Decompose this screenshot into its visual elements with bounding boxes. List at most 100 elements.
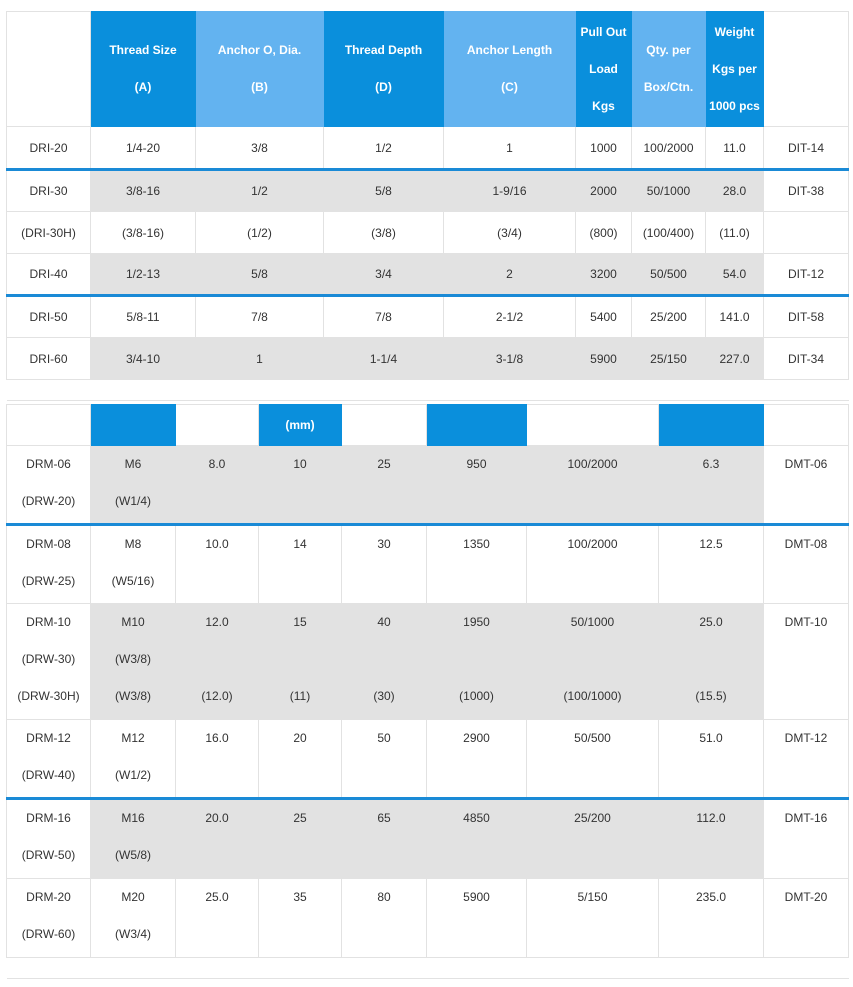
table-row: DRI-30 3/8-16 1/2 5/8 1-9/16 2000 50/1000 28.0 D… xyxy=(6,168,849,212)
column-header: Thread Depth (D) xyxy=(323,11,444,127)
cell-line: DRM-16 xyxy=(26,811,71,825)
table-cell: 3/8 xyxy=(195,126,324,170)
column-header xyxy=(526,404,659,446)
table-cell: 25/200 xyxy=(526,797,659,879)
table-cell: 1-1/4 xyxy=(323,337,444,380)
table-cell: 1/2 xyxy=(195,168,324,212)
table-row: DRI-60 3/4-10 1 1-1/4 3-1/8 5900 25/150 227.0 DI… xyxy=(6,337,849,380)
table-cell: 12.5 xyxy=(658,523,764,604)
table-cell: 5900 xyxy=(426,878,527,958)
cell-line: (30) xyxy=(373,689,395,703)
column-header xyxy=(90,404,176,446)
cell-line xyxy=(427,641,526,678)
table-cell: (3/8) xyxy=(323,211,444,254)
column-header xyxy=(6,404,91,446)
spacer-row xyxy=(6,379,849,401)
table-cell: DRM-08 (DRW-25) xyxy=(6,523,91,604)
cell-line: 1950 xyxy=(463,615,490,629)
cell-line: 1350 xyxy=(463,537,490,551)
cell-line xyxy=(176,641,258,678)
table-cell: 65 xyxy=(341,797,427,879)
table-cell: 50 xyxy=(341,719,427,799)
table-cell: 1/4-20 xyxy=(90,126,196,170)
table-cell: M6 (W1/4) xyxy=(90,445,176,525)
cell-line: DMT-06 xyxy=(784,457,828,471)
cell-line: 6.3 xyxy=(702,457,720,471)
table-cell: 20 xyxy=(258,719,342,799)
table-cell: DMT-12 xyxy=(763,719,849,799)
cell-line: (W3/4) xyxy=(115,927,151,941)
table-cell: (1/2) xyxy=(195,211,324,254)
cell-line: DRM-12 xyxy=(26,731,71,745)
table-cell: DMT-16 xyxy=(763,797,849,879)
cell-line: Qty. per xyxy=(646,43,691,57)
table-cell: 141.0 xyxy=(705,294,764,338)
table-cell: DRM-20 (DRW-60) xyxy=(6,878,91,958)
table-cell: M20 (W3/4) xyxy=(90,878,176,958)
cell-line: 950 xyxy=(466,457,487,471)
table-cell: 235.0 xyxy=(658,878,764,958)
table-cell: 5/8 xyxy=(195,253,324,296)
cell-line: Anchor O, Dia. xyxy=(217,43,302,57)
table-cell: 4850 xyxy=(426,797,527,879)
table-cell: 950 xyxy=(426,445,527,525)
cell-line: DMT-08 xyxy=(784,537,828,551)
cell-line: (W3/8) xyxy=(115,652,151,666)
table-cell: 1/2 xyxy=(323,126,444,170)
column-header xyxy=(6,11,91,127)
table-cell: 15 (11) xyxy=(258,603,342,720)
column-header: Qty. per Box/Ctn. xyxy=(631,11,706,127)
cell-line: (W1/2) xyxy=(115,768,151,782)
cell-line: 50 xyxy=(377,731,391,745)
table-cell: 2900 xyxy=(426,719,527,799)
cell-line: 235.0 xyxy=(695,890,727,904)
table-cell: 3200 xyxy=(575,253,632,296)
cell-line: M16 xyxy=(121,811,145,825)
table-row: (DRI-30H) (3/8-16) (1/2) (3/8) (3/4) (800) (10… xyxy=(6,211,849,254)
table-cell: 8.0 xyxy=(175,445,259,525)
cell-line: 25.0 xyxy=(699,615,723,629)
cell-line: (A) xyxy=(134,80,152,94)
cell-line: (W3/8) xyxy=(115,689,151,703)
table-cell: 80 xyxy=(341,878,427,958)
cell-line: Load xyxy=(589,61,618,76)
cell-line: 12.0 xyxy=(205,615,229,629)
table-cell: DIT-58 xyxy=(763,294,849,338)
cell-line: (100/1000) xyxy=(563,689,622,703)
cell-line: 40 xyxy=(377,615,391,629)
table-row: DRI-20 1/4-20 3/8 1/2 1 1000 100/2000 11.0 DIT-1… xyxy=(6,126,849,170)
table-cell: DIT-12 xyxy=(763,253,849,296)
table-cell: 50/1000 xyxy=(631,168,706,212)
table-cell: 25 xyxy=(341,445,427,525)
table-cell: M10 (W3/8) (W3/8) xyxy=(90,603,176,720)
table-cell: DRM-10 (DRW-30) (DRW-30H) xyxy=(6,603,91,720)
table-row: DRM-10 (DRW-30) (DRW-30H) M10 (W3/8) (W3/8) 12… xyxy=(6,603,849,720)
cell-line: 15 xyxy=(293,615,307,629)
cell-line: (15.5) xyxy=(695,689,727,703)
table-cell: 50/500 xyxy=(526,719,659,799)
cell-line: (DRW-30) xyxy=(21,652,76,666)
cell-line: (B) xyxy=(251,80,268,94)
table-cell: 11.0 xyxy=(705,126,764,170)
column-header: Anchor Length (C) xyxy=(443,11,576,127)
column-header xyxy=(426,404,527,446)
cell-line: DRM-10 xyxy=(26,615,71,629)
column-header xyxy=(175,404,259,446)
cell-line: 25/200 xyxy=(574,811,611,825)
table-cell: 25.0 xyxy=(175,878,259,958)
cell-line: Anchor Length xyxy=(466,43,553,57)
cell-line: 5900 xyxy=(463,890,490,904)
cell-line: 50/500 xyxy=(574,731,611,745)
table-cell: 5/8 xyxy=(323,168,444,212)
inch-anchor-table: Thread Size (A) Anchor O, Dia. (B) Thread De… xyxy=(6,11,849,401)
cell-line xyxy=(7,51,90,88)
table-row: DRM-16 (DRW-50) M16 (W5/8) 20.0 25 65 4850 25/20… xyxy=(6,797,849,879)
table-cell: 16.0 xyxy=(175,719,259,799)
table-cell: (800) xyxy=(575,211,632,254)
cell-line xyxy=(659,641,763,678)
cell-line: DRM-06 xyxy=(26,457,71,471)
table-cell: (DRI-30H) xyxy=(6,211,91,254)
table-cell: DRI-20 xyxy=(6,126,91,170)
cell-line: 51.0 xyxy=(699,731,723,745)
column-header xyxy=(763,11,849,127)
